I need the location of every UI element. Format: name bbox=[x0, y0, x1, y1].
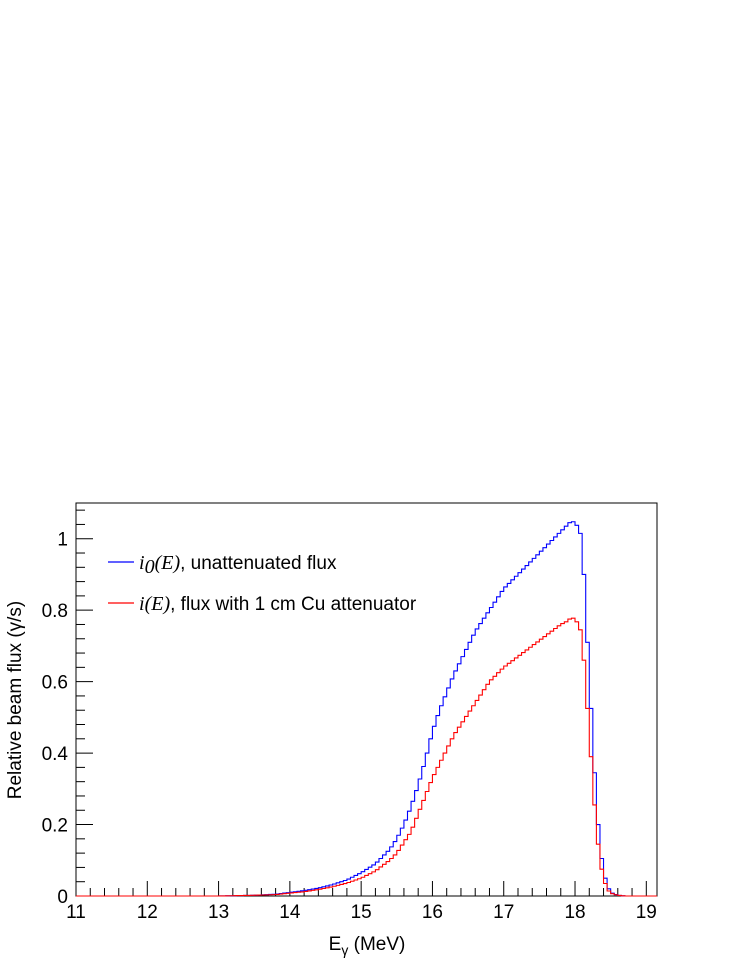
legend-math-rest-attenuated: (E) bbox=[145, 593, 171, 615]
x-tick-label: 17 bbox=[493, 902, 514, 923]
x-tick-label: 14 bbox=[279, 902, 301, 923]
x-tick-label: 13 bbox=[208, 902, 229, 923]
x-axis-title: Eγ (MeV) bbox=[329, 934, 406, 958]
axis-tick-labels: 11 12 13 14 15 16 17 18 19 0 0.2 0.4 0.6 0.8 1 bbox=[42, 530, 657, 923]
y-tick-label: 1 bbox=[57, 530, 68, 551]
x-axis-title-rest: (MeV) bbox=[348, 934, 405, 955]
plot-frame bbox=[75, 502, 658, 897]
legend: i0(E), unattenuated flux i(E), flux with… bbox=[108, 552, 417, 615]
x-axis-title-main: E bbox=[329, 934, 342, 955]
legend-math-sub-unattenuated: 0 bbox=[145, 556, 155, 578]
x-tick-label: 19 bbox=[636, 902, 657, 923]
x-tick-label: 12 bbox=[137, 902, 158, 923]
y-tick-label: 0.2 bbox=[42, 816, 68, 837]
series-unattenuated-line bbox=[76, 521, 657, 897]
y-tick-label: 0.4 bbox=[42, 744, 69, 765]
legend-math-rest-unattenuated: (E) bbox=[155, 552, 181, 574]
x-tick-label: 16 bbox=[422, 902, 443, 923]
series-layer bbox=[76, 521, 657, 897]
y-tick-label: 0.6 bbox=[42, 673, 68, 694]
x-tick-label: 11 bbox=[66, 902, 86, 923]
legend-text-unattenuated: , unattenuated flux bbox=[180, 553, 337, 574]
y-tick-label: 0 bbox=[57, 887, 68, 908]
x-tick-label: 18 bbox=[564, 902, 585, 923]
legend-text-attenuated: , flux with 1 cm Cu attenuator bbox=[170, 594, 417, 615]
x-tick-label: 15 bbox=[351, 902, 372, 923]
legend-label-unattenuated: i0(E), unattenuated flux bbox=[139, 552, 337, 578]
legend-math-unattenuated: i bbox=[139, 552, 145, 574]
x-axis-title-sub: γ bbox=[341, 942, 348, 958]
series-attenuated-line bbox=[76, 617, 657, 897]
y-tick-label: 0.8 bbox=[42, 601, 68, 622]
legend-math-attenuated: i bbox=[139, 593, 145, 615]
legend-label-attenuated: i(E), flux with 1 cm Cu attenuator bbox=[139, 593, 417, 615]
y-axis-title: Relative beam flux (γ/s) bbox=[5, 601, 26, 800]
